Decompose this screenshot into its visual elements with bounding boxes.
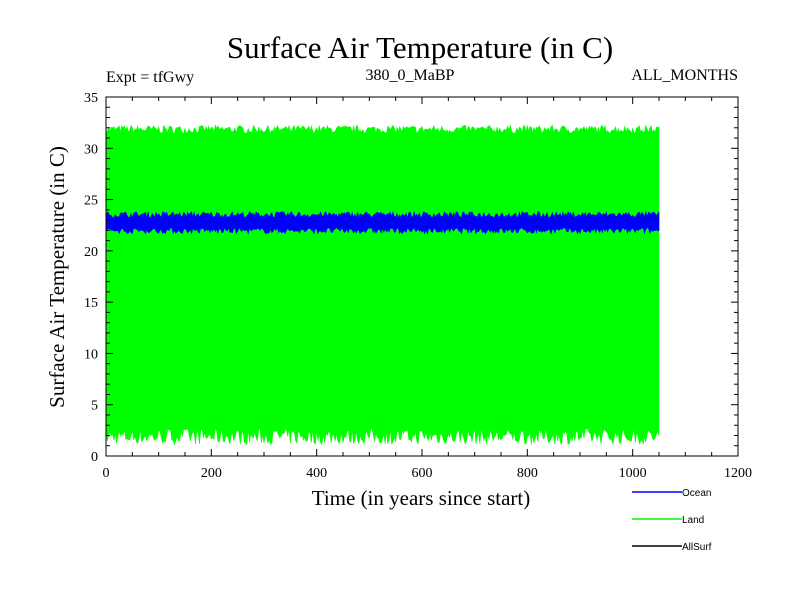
x-axis-label: Time (in years since start) — [312, 486, 531, 510]
x-tick-label: 1000 — [619, 466, 647, 481]
y-tick-label: 10 — [84, 347, 98, 362]
subtitle-period: 380_0_MaBP — [366, 67, 455, 84]
x-axis: 0 200 400 600 800 1000 1200 — [103, 97, 752, 481]
legend-label-land: Land — [682, 515, 704, 526]
legend: Ocean Land AllSurf — [632, 488, 712, 553]
x-tick-label: 800 — [517, 466, 538, 481]
y-tick-label: 5 — [91, 399, 98, 414]
y-axis: 0 5 10 15 20 25 30 35 — [84, 91, 738, 465]
subtitle-expt: Expt = tfGwy — [106, 69, 194, 86]
legend-label-allsurf: AllSurf — [682, 542, 712, 553]
chart-title: Surface Air Temperature (in C) — [227, 30, 613, 65]
x-tick-label: 1200 — [724, 466, 752, 481]
x-tick-label: 400 — [306, 466, 327, 481]
x-tick-label: 0 — [103, 466, 110, 481]
y-tick-label: 0 — [91, 450, 98, 465]
y-tick-label: 15 — [84, 296, 98, 311]
y-tick-label: 30 — [84, 142, 98, 157]
y-tick-label: 25 — [84, 194, 98, 209]
x-tick-label: 200 — [201, 466, 222, 481]
x-tick-label: 600 — [412, 466, 433, 481]
legend-label-ocean: Ocean — [682, 488, 711, 499]
y-tick-label: 35 — [84, 91, 98, 106]
y-axis-label: Surface Air Temperature (in C) — [45, 146, 69, 408]
y-tick-label: 20 — [84, 245, 98, 260]
subtitle-months: ALL_MONTHS — [631, 67, 738, 84]
series-ocean-band — [105, 210, 660, 235]
plot-area — [105, 124, 660, 446]
series-land-band — [105, 124, 660, 446]
